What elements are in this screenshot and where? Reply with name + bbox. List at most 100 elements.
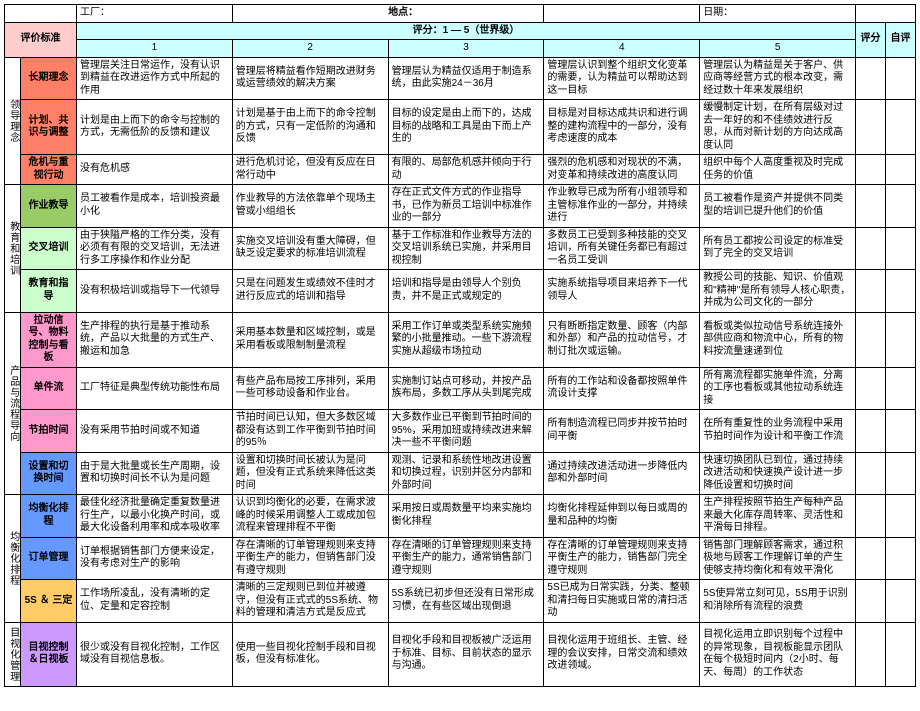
cell-1-0-3: 作业教导已成为所有小组领导和主管标准作业的一部分，并持续进行	[544, 185, 700, 228]
self-cell-2-2	[886, 410, 916, 453]
cell-4-0-2: 目视化手段和目视板被广泛运用于标准、目标、目前状态的显示与沟通。	[388, 622, 544, 686]
score-cell-0-0	[856, 57, 886, 100]
cell-3-2-4: 5S使异常立刻可见，5S用于识别和消除所有流程的浪费	[700, 580, 856, 623]
cell-3-1-2: 存在清晰的订单管理规则来支持平衡生产的能力，通常销售部门遵守规则	[388, 537, 544, 580]
cell-3-0-2: 采用按日或周数量平均来实施均衡化排程	[388, 495, 544, 538]
cell-2-1-2: 实施制订站点可移动，并按产品族布局，多数工序从头到尾完成	[388, 367, 544, 410]
cell-2-0-3: 只有断断指定数量、顾客（内部和外部）和产品的拉动信号，才制订批次或运输。	[544, 312, 700, 367]
cell-3-0-4: 生产排程按照节拍生产每种产品来最大化库存周转率、灵活性和平滑每日排程。	[700, 495, 856, 538]
cell-3-1-1: 存在清晰的订单管理规则来支持平衡生产的能力，但销售部门没有遵守规则	[232, 537, 388, 580]
cell-2-3-4: 快速切换团队已到位，通过持续改进活动和快速换产设计进一步降低设置和切换时间	[700, 452, 856, 495]
cell-2-3-3: 通过持续改进活动进一步降低内部和外部时间	[544, 452, 700, 495]
self-cell-4-0	[886, 622, 916, 686]
rating-header: 评分：1 — 5（世界级）	[77, 22, 856, 40]
cell-1-1-4: 所有员工都按公司设定的标准受到了完全的交叉培训	[700, 227, 856, 270]
row-label-2-2: 节拍时间	[21, 410, 77, 453]
cell-2-3-0: 由于是大批量或长生产周期，设置和切换时间长不认为是问题	[77, 452, 233, 495]
self-cell-2-1	[886, 367, 916, 410]
row-label-1-1: 交叉培训	[21, 227, 77, 270]
cell-0-1-0: 计划是由上而下的命令与控制的方式，无需低阶的反馈和建议	[77, 100, 233, 155]
self-cell-3-2	[886, 580, 916, 623]
cell-0-2-3: 强烈的危机感和对现状的不满，对变革和持续改进的高度认同	[544, 155, 700, 185]
score-cell-3-1	[856, 537, 886, 580]
cell-1-1-2: 基于工作标准和作业教导方法的交叉培训系统已实施，并采用目视控制	[388, 227, 544, 270]
self-cell-2-0	[886, 312, 916, 367]
score-cell-1-1	[856, 227, 886, 270]
score-cell-2-0	[856, 312, 886, 367]
self-cell-1-1	[886, 227, 916, 270]
score-cell-3-0	[856, 495, 886, 538]
self-cell-0-0	[886, 57, 916, 100]
cell-3-0-1: 认识到均衡化的必要，在需求波峰的时候采用调整人工或成加包流程来管理排程不平衡	[232, 495, 388, 538]
cell-2-2-3: 所有制造流程已同步并按节拍时间平衡	[544, 410, 700, 453]
cell-3-1-4: 销售部门理解顾客需求，通过积极地与顾客工作理解订单的产生使够支持均衡化和有效平滑…	[700, 537, 856, 580]
self-cell-3-0	[886, 495, 916, 538]
row-label-2-1: 单件流	[21, 367, 77, 410]
row-label-0-2: 危机与重视行动	[21, 155, 77, 185]
cell-0-1-2: 目标的设定是由上而下的，达成目标的战略和工具是由下而上产生的	[388, 100, 544, 155]
cell-0-0-2: 管理层认为精益仅适用于制造系统，由此实施24－36月	[388, 57, 544, 100]
cell-3-2-3: 5S已成为日常实践，分类、整顿和清扫每日实施或日常的清扫活动	[544, 580, 700, 623]
col-num-4: 4	[544, 40, 700, 58]
cell-1-1-3: 多数员工已受到多种技能的交叉培训，所有关键任务都已有超过一名员工受训	[544, 227, 700, 270]
cell-0-1-4: 缓慢制定计划，在所有层级对过去一年好的和不佳绩效进行反思，从而对新计划的方向达成…	[700, 100, 856, 155]
cell-1-2-1: 只是在问题发生或绩效不佳时才进行反应式的培训和指导	[232, 270, 388, 313]
score-cell-4-0	[856, 622, 886, 686]
col-num-2: 2	[232, 40, 388, 58]
cell-2-1-4: 所有离流程都实施单件流，分离的工序也看板或其他拉动系统连接	[700, 367, 856, 410]
cell-2-0-1: 采用基本数量和区域控制，或是采用看板或限制制量流程	[232, 312, 388, 367]
cell-0-2-2: 有限的、局部危机感并倾向于行动	[388, 155, 544, 185]
self-cell-0-2	[886, 155, 916, 185]
row-label-2-3: 设置和切换时间	[21, 452, 77, 495]
cell-3-0-3: 均衡化排程延伸到以每日或周的量和品种的均衡	[544, 495, 700, 538]
self-header: 自评	[886, 22, 916, 57]
score-cell-2-2	[856, 410, 886, 453]
eval-standard-header: 评价标准	[5, 22, 77, 57]
cell-1-2-0: 没有积极培训或指导下一代领导	[77, 270, 233, 313]
cell-1-2-2: 培训和指导是由领导人个别负责，并不是正式或规定的	[388, 270, 544, 313]
cell-1-0-0: 员工被看作是成本，培训投资最小化	[77, 185, 233, 228]
cell-1-1-0: 由于狭隘严格的工作分类，没有必须有有限的交叉培训，无法进行多工序操作和作业分配	[77, 227, 233, 270]
cell-2-2-1: 节拍时间已认知，但大多数区域都没有达到工作平衡到节拍时间的95％	[232, 410, 388, 453]
group-label-0: 领导理念	[5, 57, 21, 185]
col-num-3: 3	[388, 40, 544, 58]
cell-2-1-0: 工厂特征是典型传统功能性布局	[77, 367, 233, 410]
cell-3-2-2: 5S系统已初步但还没有日常形成习惯，在有些区域出现倒退	[388, 580, 544, 623]
date-label: 日期：	[700, 5, 856, 23]
row-label-0-1: 计划、共识与调整	[21, 100, 77, 155]
score-cell-2-3	[856, 452, 886, 495]
cell-3-1-3: 存在清晰的订单管理规则来支持平衡生产的能力，销售部门完全遵守规则	[544, 537, 700, 580]
col-num-1: 1	[77, 40, 233, 58]
cell-2-0-4: 看板或类似拉动信号系统连接外部供应商和物流中心，所有的物料按流量速递到位	[700, 312, 856, 367]
cell-1-2-4: 教授公司的技能、知识、价值观和"精神"是所有领导人核心职责，并成为公司文化的一部…	[700, 270, 856, 313]
cell-2-2-4: 在所有重复性的业务流程中采用节拍时间作为设计和平衡工作流	[700, 410, 856, 453]
cell-1-0-4: 员工被看作是资产并提供不同类型的培训已提升他们的价值	[700, 185, 856, 228]
cell-4-0-3: 目视化运用于班组长、主管、经理的会议安排，日常交流和绩效改进领域。	[544, 622, 700, 686]
score-cell-0-1	[856, 100, 886, 155]
cell-4-0-4: 目视化运用立即识别每个过程中的异常现象，目视板能显示团队在每个极短时间内（2小时…	[700, 622, 856, 686]
cell-3-2-0: 工作场所凌乱，没有清晰的定位、定量和定容控制	[77, 580, 233, 623]
self-cell-0-1	[886, 100, 916, 155]
cell-0-2-1: 进行危机讨论，但没有反应在日常行动中	[232, 155, 388, 185]
row-label-4-0: 目视控制＆日视板	[21, 622, 77, 686]
cell-3-2-1: 清晰的三定规则已到位并被遵守，但没有正式式的5S系统、物料的管理和清洁方式是反应…	[232, 580, 388, 623]
location-label: 地点：	[232, 5, 544, 23]
row-label-1-2: 教育和指导	[21, 270, 77, 313]
group-label-4: 目视化管理	[5, 622, 21, 686]
cell-2-2-0: 没有采用节拍时间或不知道	[77, 410, 233, 453]
cell-0-0-1: 管理层将精益看作短期改进财务或运营绩效的解决方案	[232, 57, 388, 100]
score-cell-3-2	[856, 580, 886, 623]
cell-4-0-1: 使用一些目视化控制手段和目视板，但没有标准化。	[232, 622, 388, 686]
cell-3-1-0: 订单根据销售部门方便来设定，没有考虑对生产的影响	[77, 537, 233, 580]
cell-0-1-1: 计划是基于由上而下的命令控制的方式，只有一定低阶的沟通和反馈	[232, 100, 388, 155]
factory-label: 工厂：	[77, 5, 233, 23]
cell-0-2-0: 没有危机感	[77, 155, 233, 185]
score-header: 评分	[856, 22, 886, 57]
row-label-3-2: 5S ＆ 三定	[21, 580, 77, 623]
cell-3-0-0: 最佳化经济批量确定重复数量进行生产，以最小化换产时间，或最大化设备利用率和成本吸…	[77, 495, 233, 538]
cell-4-0-0: 很少或没有目视化控制，工作区域没有目视信息板。	[77, 622, 233, 686]
cell-0-1-3: 目标是对目标达成共识和进行调整的建构流程中的一部分，没有考虑速度的成本	[544, 100, 700, 155]
self-cell-1-2	[886, 270, 916, 313]
score-cell-0-2	[856, 155, 886, 185]
row-label-0-0: 长期理念	[21, 57, 77, 100]
